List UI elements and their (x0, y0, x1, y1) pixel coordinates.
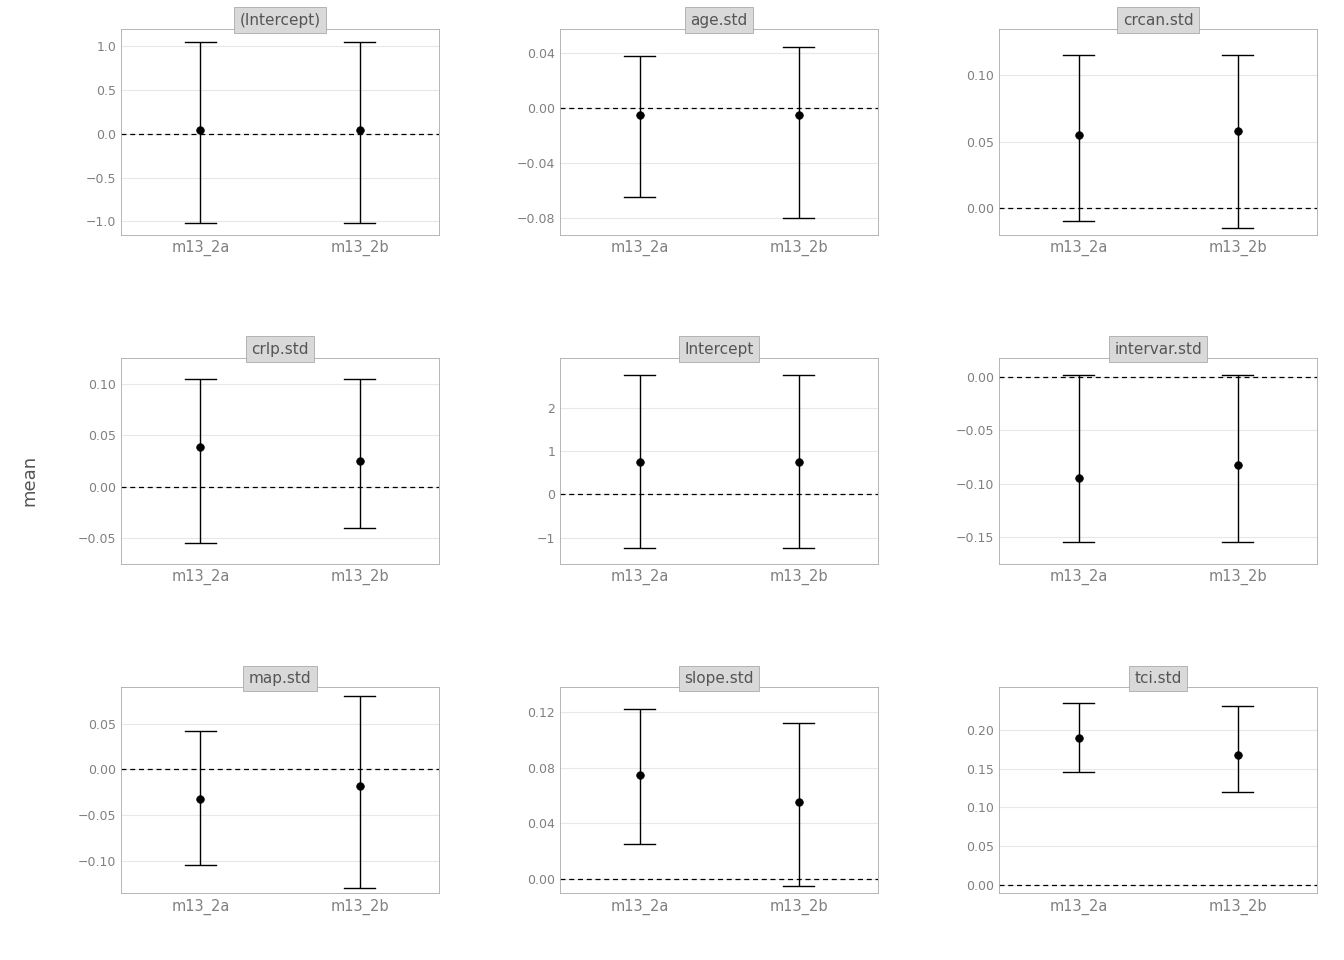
Title: (Intercept): (Intercept) (239, 12, 321, 28)
Title: slope.std: slope.std (684, 671, 754, 685)
Title: Intercept: Intercept (684, 342, 754, 357)
Title: crlp.std: crlp.std (251, 342, 309, 357)
Title: intervar.std: intervar.std (1114, 342, 1202, 357)
Text: mean: mean (20, 454, 39, 506)
Title: age.std: age.std (691, 12, 747, 28)
Title: tci.std: tci.std (1134, 671, 1181, 685)
Title: map.std: map.std (249, 671, 312, 685)
Title: crcan.std: crcan.std (1122, 12, 1193, 28)
